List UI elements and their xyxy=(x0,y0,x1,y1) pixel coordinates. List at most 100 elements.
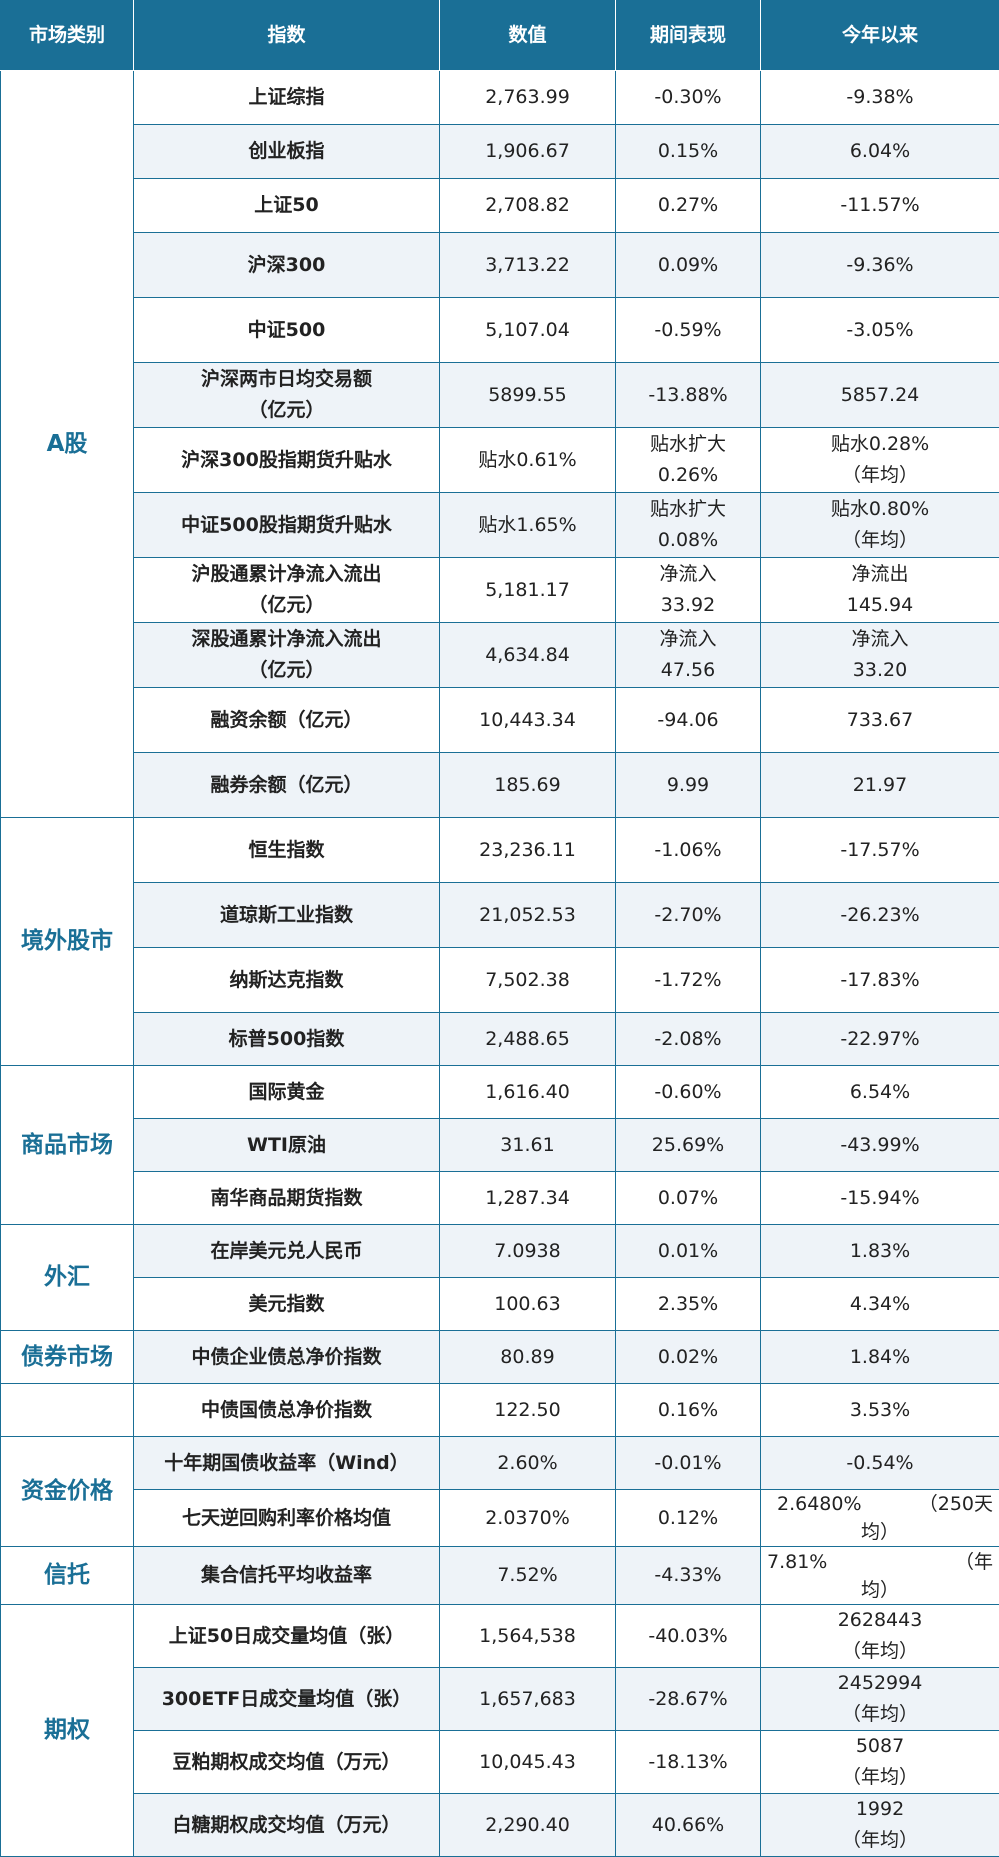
ytd-change: 733.67 xyxy=(761,688,999,753)
index-value: 2.60% xyxy=(440,1437,616,1490)
ytd-change: -15.94% xyxy=(761,1172,999,1225)
category-bond: 债券市场 xyxy=(1,1331,134,1384)
period-change: -0.59% xyxy=(616,298,761,363)
period-change: 0.12% xyxy=(616,1490,761,1547)
table-row: 债券市场 中债企业债总净价指数 80.89 0.02% 1.84% xyxy=(1,1331,999,1384)
header-row: 市场类别 指数 数值 期间表现 今年以来 xyxy=(1,1,999,71)
index-name: WTI原油 xyxy=(134,1119,440,1172)
period-change: -40.03% xyxy=(616,1605,761,1668)
period-change: -0.01% xyxy=(616,1437,761,1490)
category-fx: 外汇 xyxy=(1,1225,134,1331)
table-row: 信托 集合信托平均收益率 7.52% -4.33% 7.81%（年 均） xyxy=(1,1547,999,1605)
ytd-change: -22.97% xyxy=(761,1013,999,1066)
index-value: 7.52% xyxy=(440,1547,616,1605)
period-change: 0.02% xyxy=(616,1331,761,1384)
index-name: 中债国债总净价指数 xyxy=(134,1384,440,1437)
index-value: 185.69 xyxy=(440,753,616,818)
ytd-change: 贴水0.28%（年均） xyxy=(761,428,999,493)
table-row: WTI原油 31.61 25.69% -43.99% xyxy=(1,1119,999,1172)
period-change: -4.33% xyxy=(616,1547,761,1605)
index-value: 贴水0.61% xyxy=(440,428,616,493)
ytd-change: 2628443（年均） xyxy=(761,1605,999,1668)
table-row: 创业板指 1,906.67 0.15% 6.04% xyxy=(1,125,999,179)
index-name: 在岸美元兑人民币 xyxy=(134,1225,440,1278)
table-row: 美元指数 100.63 2.35% 4.34% xyxy=(1,1278,999,1331)
index-name: 中证500 xyxy=(134,298,440,363)
index-name: 南华商品期货指数 xyxy=(134,1172,440,1225)
period-change: 0.07% xyxy=(616,1172,761,1225)
index-name: 中债企业债总净价指数 xyxy=(134,1331,440,1384)
table-row: 沪深300 3,713.22 0.09% -9.36% xyxy=(1,233,999,298)
ytd-change: -17.83% xyxy=(761,948,999,1013)
category-options: 期权 xyxy=(1,1605,134,1857)
period-change: 0.16% xyxy=(616,1384,761,1437)
index-value: 2,763.99 xyxy=(440,71,616,125)
ytd-change: 2.6480%（250天 均） xyxy=(761,1490,999,1547)
index-name: 沪股通累计净流入流出（亿元） xyxy=(134,558,440,623)
table-row: 300ETF日成交量均值（张） 1,657,683 -28.67% 245299… xyxy=(1,1668,999,1731)
ytd-change: 1.84% xyxy=(761,1331,999,1384)
table-row: 南华商品期货指数 1,287.34 0.07% -15.94% xyxy=(1,1172,999,1225)
period-change: 9.99 xyxy=(616,753,761,818)
index-name: 沪深两市日均交易额（亿元） xyxy=(134,363,440,428)
header-period: 期间表现 xyxy=(616,1,761,71)
index-name: 纳斯达克指数 xyxy=(134,948,440,1013)
period-change: -0.30% xyxy=(616,71,761,125)
index-value: 贴水1.65% xyxy=(440,493,616,558)
header-value: 数值 xyxy=(440,1,616,71)
table-row: 中证500 5,107.04 -0.59% -3.05% xyxy=(1,298,999,363)
index-name: 上证50日成交量均值（张） xyxy=(134,1605,440,1668)
table-row: 白糖期权成交均值（万元） 2,290.40 40.66% 1992（年均） xyxy=(1,1794,999,1857)
ytd-change: 4.34% xyxy=(761,1278,999,1331)
index-name: 上证50 xyxy=(134,179,440,233)
ytd-change: -43.99% xyxy=(761,1119,999,1172)
ytd-change: 5857.24 xyxy=(761,363,999,428)
index-name: 十年期国债收益率（Wind） xyxy=(134,1437,440,1490)
table-body: A股 上证综指 2,763.99 -0.30% -9.38% 创业板指 1,90… xyxy=(1,71,999,1857)
table-row: 标普500指数 2,488.65 -2.08% -22.97% xyxy=(1,1013,999,1066)
table-row: 期权 上证50日成交量均值（张） 1,564,538 -40.03% 26284… xyxy=(1,1605,999,1668)
ytd-change: 7.81%（年 均） xyxy=(761,1547,999,1605)
index-name: 国际黄金 xyxy=(134,1066,440,1119)
period-change: -18.13% xyxy=(616,1731,761,1794)
index-value: 3,713.22 xyxy=(440,233,616,298)
index-value: 5899.55 xyxy=(440,363,616,428)
header-ytd: 今年以来 xyxy=(761,1,999,71)
table-row: 商品市场 国际黄金 1,616.40 -0.60% 6.54% xyxy=(1,1066,999,1119)
period-change: 0.09% xyxy=(616,233,761,298)
index-name: 深股通累计净流入流出（亿元） xyxy=(134,623,440,688)
index-value: 10,045.43 xyxy=(440,1731,616,1794)
index-value: 1,564,538 xyxy=(440,1605,616,1668)
ytd-change: -11.57% xyxy=(761,179,999,233)
ytd-change: 6.04% xyxy=(761,125,999,179)
ytd-change: 1992（年均） xyxy=(761,1794,999,1857)
index-value: 10,443.34 xyxy=(440,688,616,753)
period-change: -2.70% xyxy=(616,883,761,948)
category-trust: 信托 xyxy=(1,1547,134,1605)
category-funding: 资金价格 xyxy=(1,1437,134,1547)
table-row: 上证50 2,708.82 0.27% -11.57% xyxy=(1,179,999,233)
index-name: 道琼斯工业指数 xyxy=(134,883,440,948)
index-value: 5,107.04 xyxy=(440,298,616,363)
period-change: 25.69% xyxy=(616,1119,761,1172)
index-value: 1,657,683 xyxy=(440,1668,616,1731)
period-change: 2.35% xyxy=(616,1278,761,1331)
index-value: 21,052.53 xyxy=(440,883,616,948)
index-name: 集合信托平均收益率 xyxy=(134,1547,440,1605)
ytd-change: 1.83% xyxy=(761,1225,999,1278)
period-change: -28.67% xyxy=(616,1668,761,1731)
index-name: 恒生指数 xyxy=(134,818,440,883)
table-row: A股 上证综指 2,763.99 -0.30% -9.38% xyxy=(1,71,999,125)
index-name: 沪深300 xyxy=(134,233,440,298)
table-row: 纳斯达克指数 7,502.38 -1.72% -17.83% xyxy=(1,948,999,1013)
index-value: 100.63 xyxy=(440,1278,616,1331)
index-name: 豆粕期权成交均值（万元） xyxy=(134,1731,440,1794)
category-overseas: 境外股市 xyxy=(1,818,134,1066)
period-change: 0.01% xyxy=(616,1225,761,1278)
